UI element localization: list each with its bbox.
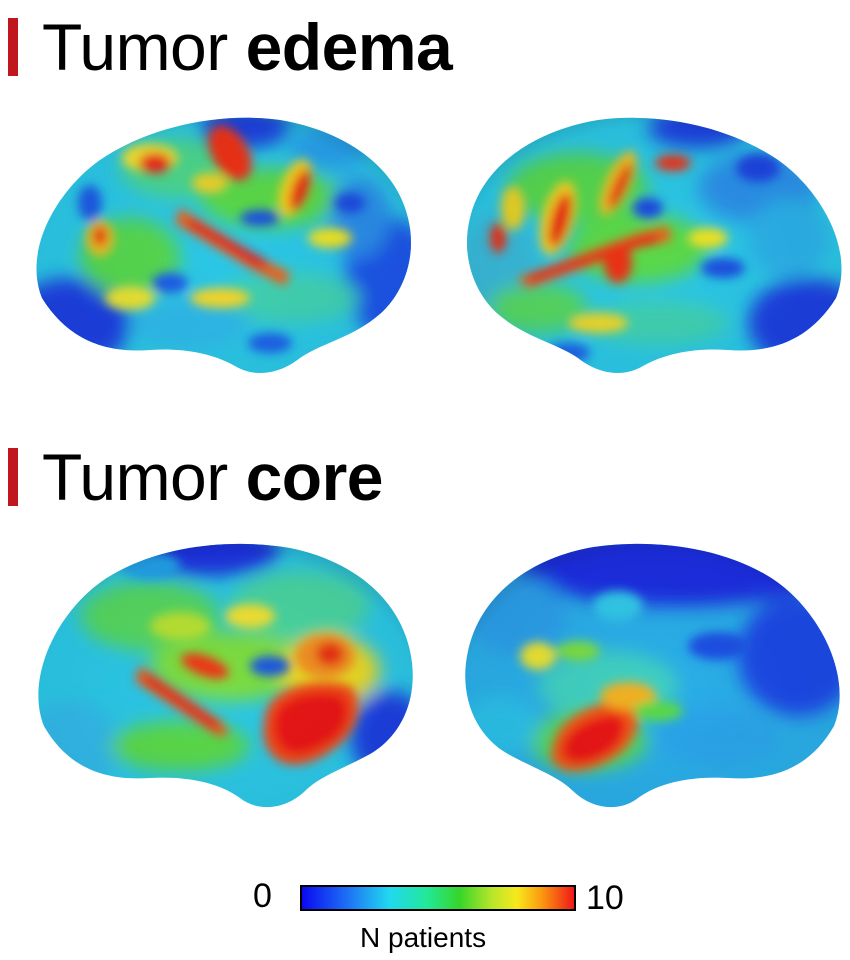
colorbar-title: N patients [360,922,487,953]
colorbar-max-label: 10 [586,879,624,917]
colorbar-gradient [300,885,576,911]
title-text: Tumor core [42,440,384,514]
brain-right-hemisphere-edema [466,117,842,373]
brain-left-hemisphere-edema [36,117,412,373]
title-accent-bar [8,448,18,506]
title-text: Tumor edema [42,10,453,84]
colorbar-min-label: 0 [253,877,272,915]
brain-right-hemisphere-core [465,543,840,808]
panel-title-edema: Tumor edema [8,10,453,84]
title-accent-bar [8,18,18,76]
brain-left-hemisphere-core [38,543,413,808]
panel-title-core: Tumor core [8,440,384,514]
